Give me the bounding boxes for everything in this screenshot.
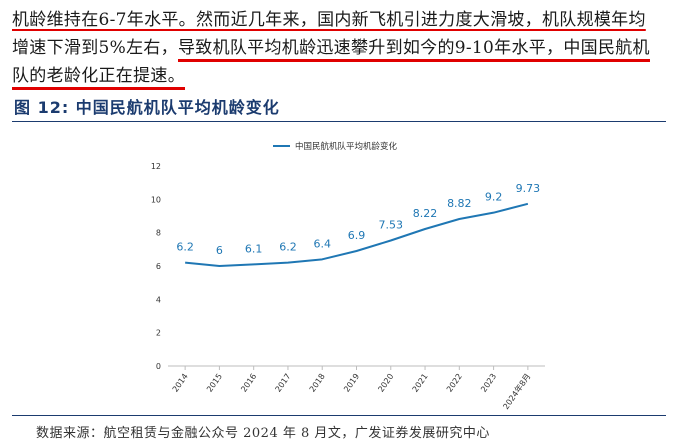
paragraph-line-3: 队的老龄化正在提速。 <box>12 62 668 90</box>
data-label: 6.1 <box>245 242 263 255</box>
x-tick-label: 2014 <box>171 372 190 394</box>
data-label: 6.2 <box>279 241 297 254</box>
figure-bottom-rule <box>12 415 666 416</box>
y-tick-label: 0 <box>156 362 161 371</box>
data-label: 9.73 <box>516 182 541 195</box>
figure-source: 数据来源：航空租赁与金融公众号 2024 年 8 月文，广发证券发展研究中心 <box>36 426 490 441</box>
y-tick-label: 12 <box>151 162 161 171</box>
series-line <box>185 202 529 267</box>
y-tick-label: 10 <box>151 195 161 204</box>
x-tick-label: 2024年8月 <box>501 371 533 411</box>
paragraph-line-1-text: 机龄维持在6-7年水平。然而近几年来，国内新飞机引进力度大滑坡，机队规模年均 <box>12 10 646 30</box>
x-tick-label: 2021 <box>411 372 430 394</box>
x-tick-label: 2015 <box>205 372 224 394</box>
data-label: 9.2 <box>485 191 503 204</box>
x-tick-label: 2016 <box>239 372 258 394</box>
data-label: 8.82 <box>447 197 472 210</box>
chart-series: 6.2 6 6.1 6.2 6.4 6.9 7.53 8.22 8.82 9.2 9.73 <box>176 182 541 267</box>
data-label: 6.2 <box>176 241 194 254</box>
y-tick-label: 2 <box>156 329 161 338</box>
paragraph-line-2: 增速下滑到5%左右，导致机队平均机龄迅速攀升到如今的9-10年水平，中国民航机 <box>12 34 668 62</box>
data-label: 6.9 <box>348 229 366 242</box>
x-tick-label: 2023 <box>479 372 498 394</box>
x-tick-label: 2017 <box>274 372 293 394</box>
paragraph-line-3-highlight: 队的老龄化正在提速。 <box>12 66 185 90</box>
y-tick-label: 6 <box>156 262 161 271</box>
data-label: 6 <box>216 244 223 257</box>
x-tick-label: 2022 <box>445 372 464 394</box>
x-tick-label: 2019 <box>342 372 361 394</box>
paragraph-line-2-highlight: 导致机队平均机龄迅速攀升到如今的9-10年水平，中国民航机 <box>177 38 650 62</box>
data-label: 6.4 <box>313 237 331 250</box>
x-tick-label: 2018 <box>308 372 327 394</box>
figure-top-rule <box>12 121 666 122</box>
chart-legend: 中国民航机队平均机龄变化 <box>273 141 398 152</box>
data-label: 8.22 <box>413 207 438 220</box>
legend-label: 中国民航机队平均机龄变化 <box>295 141 398 152</box>
intro-paragraph: 机龄维持在6-7年水平。然而近几年来，国内新飞机引进力度大滑坡，机队规模年均 增… <box>12 6 668 90</box>
figure-title: 图 12: 中国民航机队平均机龄变化 <box>14 98 280 117</box>
y-tick-label: 8 <box>156 229 161 238</box>
y-tick-label: 4 <box>156 295 161 304</box>
paragraph-line-2-lead: 增速下滑到5%左右， <box>12 38 178 58</box>
x-tick-label: 2020 <box>376 372 395 394</box>
paragraph-line-1: 机龄维持在6-7年水平。然而近几年来，国内新飞机引进力度大滑坡，机队规模年均 <box>12 6 668 34</box>
data-label: 7.53 <box>379 219 404 232</box>
